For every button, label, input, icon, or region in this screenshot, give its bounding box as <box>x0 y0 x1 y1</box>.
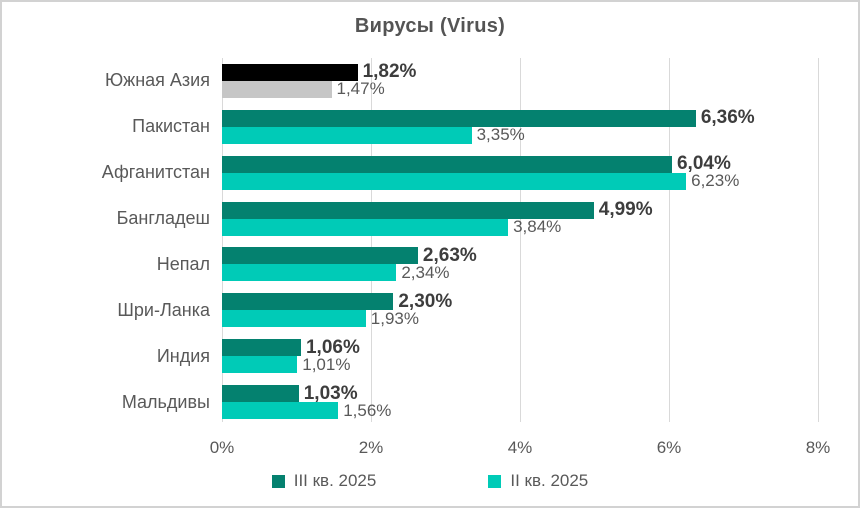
bar-series-0: 6,36% <box>222 107 755 128</box>
category-label: Индия <box>156 345 210 366</box>
chart-title: Вирусы (Virus) <box>354 15 506 37</box>
bar-series-0: 1,82% <box>222 61 416 82</box>
category-label: Шри-Ланка <box>117 299 210 320</box>
gridline <box>818 58 819 422</box>
bar-series-0: 2,30% <box>222 291 452 312</box>
bar-group: 2,63% 2,34% <box>222 242 818 288</box>
bar-series-0: 4,99% <box>222 199 653 220</box>
legend-label: II кв. 2025 <box>510 471 589 490</box>
x-tick-label: 8% <box>805 438 831 457</box>
bar-series-1: 3,35% <box>222 125 525 144</box>
data-label: 2,30% <box>398 290 453 312</box>
bar-series-1: 6,23% <box>222 171 739 190</box>
bar-group: 1,03% 1,56% <box>222 379 818 425</box>
plot-area: 1,82% 1,47% 6,36% 3,35% 6,04% 6,23% 4,99% 3,84%… <box>222 58 819 425</box>
bar-series-1: 1,01% <box>222 355 350 374</box>
data-label: 6,23% <box>691 171 740 191</box>
data-label: 1,06% <box>305 336 360 358</box>
data-label: 3,84% <box>513 217 562 237</box>
x-tick-label: 0% <box>209 438 235 457</box>
data-label: 6,36% <box>700 107 755 129</box>
bar-series-0: 2,63% <box>222 245 477 266</box>
category-labels: Южная Азия Пакистан Афганитстан Бангладеш Не… <box>2 58 210 425</box>
gridline <box>520 58 521 422</box>
bar-series-1: 1,93% <box>222 309 419 328</box>
x-axis: 0% 2% 4% 6% 8% <box>210 438 831 462</box>
gridline <box>371 58 372 422</box>
data-label: 1,93% <box>370 308 419 328</box>
x-tick-label: 6% <box>656 438 682 457</box>
data-label: 2,34% <box>401 262 450 282</box>
legend-item: III кв. 2025 <box>271 471 377 491</box>
bar-series-1: 1,56% <box>222 401 391 420</box>
gridline <box>669 58 670 422</box>
category-label: Мальдивы <box>121 391 210 412</box>
x-tick-label: 4% <box>507 438 533 457</box>
data-label: 1,03% <box>303 382 358 404</box>
category-label: Южная Азия <box>105 70 210 91</box>
bar-group: 6,36% 3,35% <box>222 104 818 150</box>
legend: III кв. 2025 II кв. 2025 <box>2 471 858 491</box>
bar-series-1: 2,34% <box>222 263 450 282</box>
bar-group: 2,30% 1,93% <box>222 287 818 333</box>
data-label: 1,56% <box>343 400 392 420</box>
x-tick-label: 2% <box>358 438 384 457</box>
gridline <box>222 58 223 422</box>
category-label: Бангладеш <box>116 208 210 229</box>
data-label: 3,35% <box>476 125 525 145</box>
data-label: 1,47% <box>336 79 385 99</box>
bar-group: 6,04% 6,23% <box>222 150 818 196</box>
legend-label: III кв. 2025 <box>293 471 377 490</box>
bar-series-0: 1,06% <box>222 337 360 358</box>
category-label: Пакистан <box>132 116 210 137</box>
data-label: 6,04% <box>676 153 731 175</box>
legend-item: II кв. 2025 <box>488 471 588 491</box>
bar-group: 4,99% 3,84% <box>222 196 818 242</box>
bar-series-1: 3,84% <box>222 217 561 236</box>
data-label: 2,63% <box>422 244 477 266</box>
data-label: 4,99% <box>598 199 653 221</box>
bar-series-1: 1,47% <box>222 79 385 98</box>
bar-series-0: 6,04% <box>222 153 731 174</box>
bar-series-0: 1,03% <box>222 383 358 404</box>
bar-group: 1,06% 1,01% <box>222 333 818 379</box>
bar-rows: 1,82% 1,47% 6,36% 3,35% 6,04% 6,23% 4,99% 3,84%… <box>222 58 818 425</box>
category-label: Афганитстан <box>101 162 210 183</box>
bar-group: 1,82% 1,47% <box>222 58 818 104</box>
legend-swatch-icon <box>488 474 502 488</box>
legend-swatch-icon <box>271 474 285 488</box>
data-label: 1,82% <box>362 61 417 83</box>
data-label: 1,01% <box>302 354 351 374</box>
category-label: Непал <box>156 253 210 274</box>
